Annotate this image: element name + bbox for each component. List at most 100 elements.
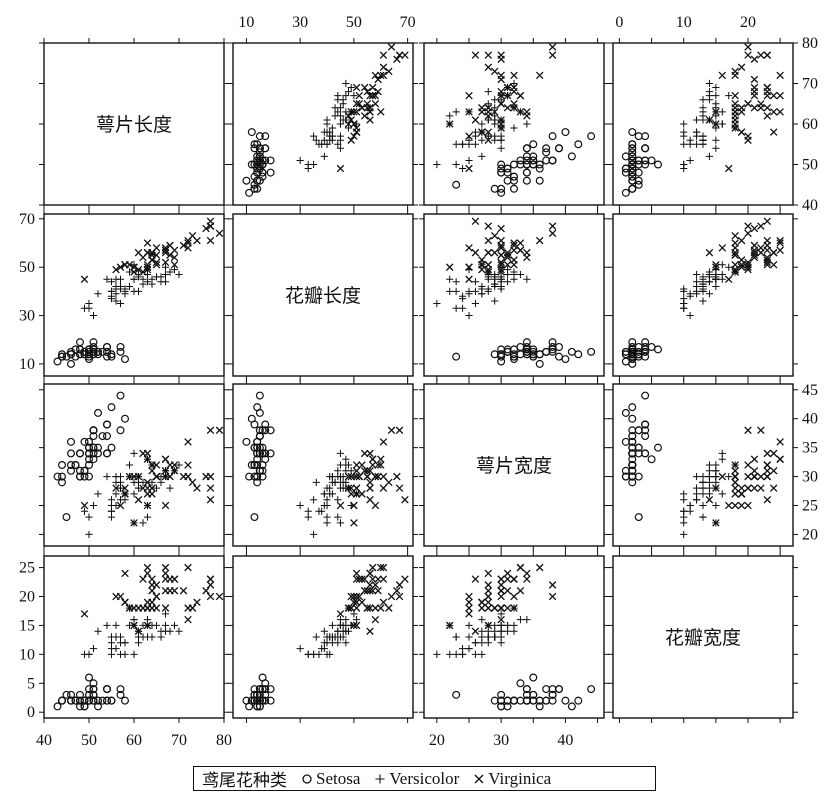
- virginica-point: [712, 484, 720, 492]
- setosa-point: [542, 696, 551, 705]
- setosa-point: [542, 148, 551, 157]
- virginica-point: [350, 501, 358, 510]
- versicolor-point: [725, 472, 733, 481]
- virginica-point: [465, 604, 473, 612]
- virginica-point: [478, 598, 486, 607]
- virginica-point: [763, 495, 772, 504]
- virginica-point: [355, 99, 364, 108]
- virginica-point: [484, 261, 493, 269]
- versicolor-point: [712, 467, 720, 475]
- setosa-point: [497, 702, 506, 711]
- versicolor-point: [125, 282, 134, 291]
- virginica-point: [535, 71, 544, 80]
- virginica-point: [724, 501, 733, 510]
- versicolor-point: [107, 278, 116, 286]
- setosa-point: [522, 144, 531, 153]
- versicolor-point: [342, 92, 350, 100]
- virginica-point: [516, 91, 525, 100]
- setosa-point: [258, 168, 267, 177]
- setosa-point: [628, 345, 637, 354]
- virginica-point: [360, 449, 369, 458]
- setosa-point: [522, 685, 531, 694]
- virginica-point: [371, 501, 380, 510]
- virginica-point: [737, 261, 746, 269]
- virginica-point: [763, 91, 772, 100]
- virginica-point: [503, 604, 512, 612]
- versicolor-point: [712, 144, 720, 152]
- versicolor-point: [705, 484, 714, 492]
- setosa-point: [490, 696, 499, 705]
- virginica-point: [161, 455, 170, 463]
- versicolor-point: [452, 140, 460, 148]
- versicolor-point: [85, 304, 93, 312]
- virginica-point: [757, 472, 765, 481]
- virginica-point: [705, 495, 714, 504]
- versicolor-point: [342, 621, 350, 630]
- virginica-point: [750, 91, 759, 100]
- setosa-point: [93, 449, 102, 458]
- versicolor-point: [510, 79, 518, 88]
- virginica-point: [352, 99, 361, 108]
- versicolor-point: [523, 275, 531, 283]
- setosa-point: [452, 352, 461, 361]
- panel-petal_width-vs-sepal_length: [43, 555, 225, 719]
- virginica-point: [731, 232, 739, 240]
- virginica-point: [763, 261, 772, 269]
- versicolor-point: [296, 156, 304, 165]
- virginica-point: [395, 581, 404, 589]
- virginica-point: [202, 586, 210, 595]
- versicolor-point: [699, 297, 707, 305]
- versicolor-point: [157, 278, 165, 286]
- setosa-point: [250, 420, 259, 429]
- versicolor-point: [465, 140, 473, 148]
- setosa-point: [253, 176, 262, 185]
- virginica-point: [355, 592, 364, 601]
- setosa-point: [89, 347, 98, 356]
- setosa-point: [628, 466, 637, 475]
- virginica-point: [769, 248, 778, 257]
- versicolor-point: [491, 112, 499, 120]
- virginica-point: [471, 116, 480, 124]
- setosa-point: [255, 426, 264, 435]
- setosa-point: [574, 350, 583, 359]
- virginica-point: [143, 484, 152, 492]
- versicolor-point: [484, 88, 492, 96]
- versicolor-point: [686, 140, 694, 148]
- x-tick-label: 50: [81, 732, 97, 749]
- setosa-point: [628, 160, 637, 169]
- setosa-point: [253, 160, 262, 169]
- setosa-point: [628, 432, 637, 441]
- setosa-point: [255, 696, 264, 705]
- virginica-point: [763, 467, 772, 475]
- virginica-point: [336, 164, 345, 173]
- setosa-point: [258, 673, 267, 682]
- virginica-point: [516, 586, 525, 595]
- versicolor-point: [107, 496, 116, 504]
- virginica-point: [744, 484, 752, 492]
- virginica-point: [379, 575, 388, 583]
- setosa-point: [75, 449, 84, 458]
- virginica-point: [484, 598, 493, 607]
- x-tick-label: 20: [429, 732, 445, 749]
- virginica-point: [352, 472, 361, 481]
- virginica-point: [484, 51, 493, 59]
- versicolor-point: [497, 639, 505, 647]
- virginica-point: [377, 71, 385, 80]
- virginica-point: [355, 575, 364, 583]
- virginica-point: [143, 490, 152, 498]
- panel-petal_length-vs-sepal_width: [423, 213, 605, 377]
- setosa-point: [641, 338, 650, 347]
- versicolor-point: [718, 120, 726, 128]
- setosa-point: [66, 437, 75, 446]
- versicolor-point: [491, 132, 499, 140]
- x-tick-label: 0: [615, 14, 623, 31]
- setosa-point: [80, 702, 89, 711]
- setosa-point: [503, 176, 512, 185]
- versicolor-point: [680, 120, 688, 128]
- virginica-point: [548, 581, 557, 589]
- virginica-point: [465, 164, 473, 173]
- setosa-point: [98, 696, 107, 705]
- setosa-point: [102, 347, 111, 356]
- setosa-point: [628, 338, 637, 347]
- versicolor-point: [692, 270, 701, 279]
